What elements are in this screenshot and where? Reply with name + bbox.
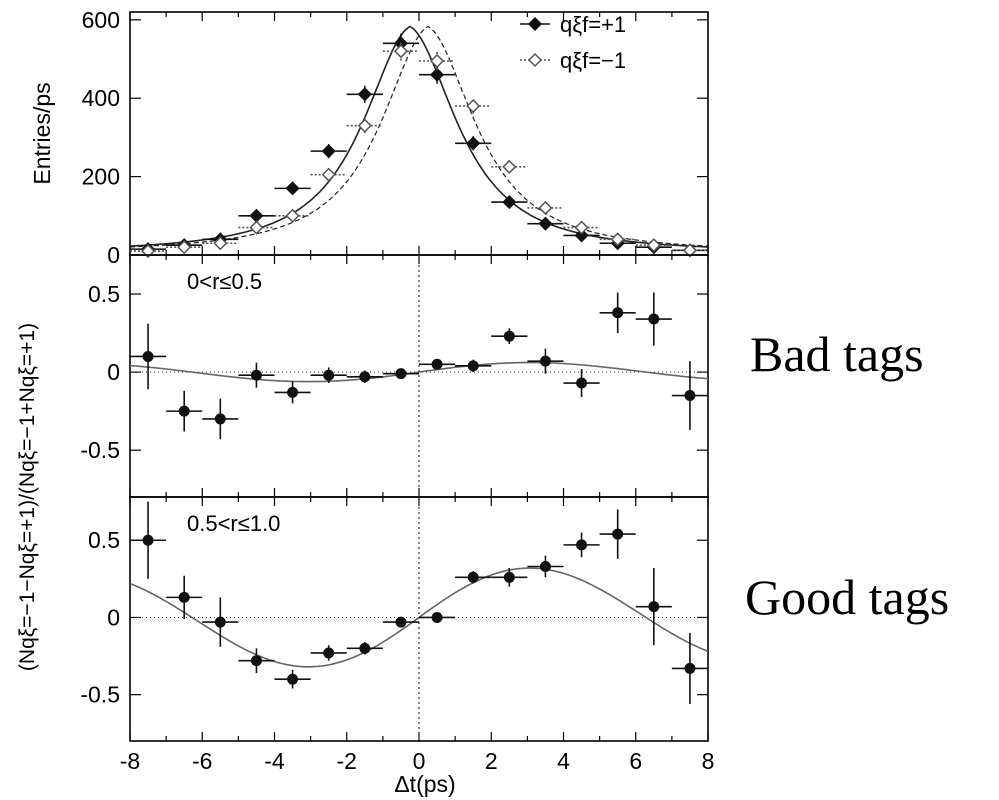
- open-diamond-point: [538, 200, 553, 216]
- y-tick-label: 400: [82, 85, 120, 111]
- legend-marker-minus: [527, 52, 543, 68]
- filled-diamond-point: [502, 195, 517, 210]
- data-point: [648, 601, 660, 613]
- filled-diamond-point: [430, 67, 445, 82]
- y-tick-label: 0: [107, 242, 120, 268]
- data-point: [178, 405, 190, 417]
- data-point: [287, 673, 299, 685]
- data-point: [467, 571, 479, 583]
- x-tick-label: -2: [337, 748, 357, 774]
- y-tick-label: -0.5: [80, 437, 120, 463]
- data-point: [395, 616, 407, 628]
- data-point: [576, 377, 588, 389]
- filled-diamond-point: [357, 87, 372, 102]
- filled-diamond-point: [249, 208, 264, 223]
- open-diamond-point: [682, 243, 697, 258]
- x-tick-label: -4: [264, 748, 285, 774]
- data-point: [323, 647, 335, 659]
- y-tick-label: 200: [82, 164, 120, 190]
- filled-diamond-point: [538, 216, 553, 231]
- x-tick-label: 0: [413, 748, 426, 774]
- y-tick-label: -0.5: [80, 682, 120, 708]
- data-point: [612, 307, 624, 319]
- range-annotation: 0.5<r≤1.0: [187, 511, 280, 536]
- data-point: [142, 350, 154, 362]
- data-point: [359, 642, 371, 654]
- data-point: [250, 369, 262, 381]
- data-point: [142, 534, 154, 546]
- open-diamond-point: [249, 220, 264, 235]
- data-point: [684, 390, 696, 402]
- data-point: [287, 386, 299, 398]
- open-diamond-point: [285, 208, 300, 223]
- filled-diamond-point: [321, 144, 336, 159]
- open-diamond-point: [574, 220, 589, 235]
- filled-diamond-point: [285, 181, 300, 196]
- data-point: [178, 591, 190, 603]
- data-point: [648, 313, 660, 325]
- data-point: [214, 413, 226, 425]
- legend-label-minus: qξf=−1: [560, 48, 626, 73]
- open-diamond-point: [502, 159, 517, 174]
- data-point: [250, 655, 262, 667]
- open-diamond-point: [466, 99, 481, 114]
- open-diamond-point: [610, 232, 625, 247]
- data-point: [214, 616, 226, 628]
- x-tick-label: -8: [120, 748, 140, 774]
- data-point: [576, 539, 588, 551]
- x-axis-label: Δt(ps): [394, 771, 455, 797]
- data-point: [539, 560, 551, 572]
- legend-label-plus: qξf=+1: [560, 12, 626, 37]
- data-point: [467, 360, 479, 372]
- legend-marker-plus: [527, 16, 543, 32]
- good-tags-label: Good tags: [745, 569, 950, 625]
- open-diamond-point: [213, 236, 228, 251]
- filled-diamond-point: [574, 228, 589, 243]
- fit-curve: [129, 361, 709, 383]
- data-point: [612, 528, 624, 540]
- data-point: [503, 571, 515, 583]
- open-diamond-point: [321, 167, 336, 182]
- bad-tags-label: Bad tags: [750, 326, 924, 382]
- data-point: [359, 371, 371, 383]
- y-tick-label: 0: [107, 359, 120, 385]
- open-diamond-point: [357, 118, 372, 133]
- open-diamond-point: [430, 53, 445, 69]
- x-tick-label: -6: [192, 748, 212, 774]
- range-annotation: 0<r≤0.5: [187, 269, 262, 294]
- open-diamond-point: [646, 238, 661, 253]
- y-axis-label-asymmetry: (Nqξ=−1−Nqξ=+1)/(Nqξ=−1+Nqξ=+1): [16, 323, 39, 671]
- data-point: [684, 662, 696, 674]
- legend: qξf=+1 qξf=−1: [520, 12, 626, 73]
- x-tick-label: 2: [485, 748, 498, 774]
- open-diamond-point: [177, 240, 192, 255]
- y-tick-label: 0: [107, 604, 120, 630]
- y-tick-label: 0.5: [88, 281, 120, 307]
- y-tick-label: 600: [82, 7, 120, 33]
- open-diamond-point: [393, 44, 408, 59]
- open-diamond-point: [141, 244, 156, 259]
- x-tick-label: 8: [702, 748, 715, 774]
- data-point: [431, 611, 443, 623]
- data-point: [431, 358, 443, 370]
- x-tick-label: 6: [629, 748, 642, 774]
- x-tick-label: 4: [557, 748, 570, 774]
- y-axis-label-top: Entries/ps: [29, 82, 55, 184]
- data-point: [323, 369, 335, 381]
- y-tick-label: 0.5: [88, 527, 120, 553]
- data-point: [503, 330, 515, 342]
- data-point: [395, 368, 407, 380]
- filled-diamond-point: [466, 136, 481, 151]
- data-point: [539, 355, 551, 367]
